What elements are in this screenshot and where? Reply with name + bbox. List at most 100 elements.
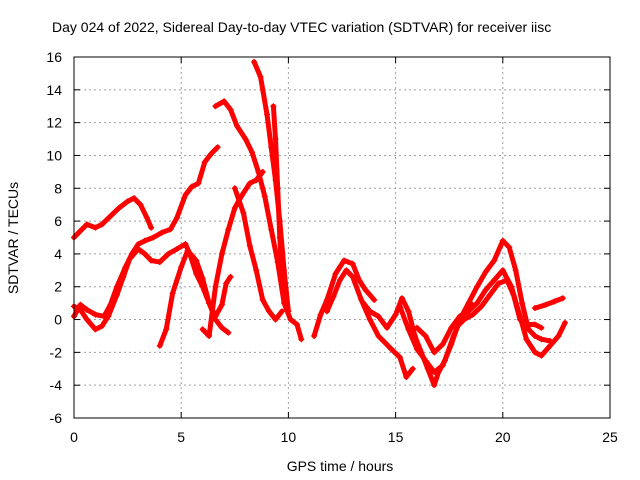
series-4-point <box>178 264 185 271</box>
series-11-point <box>396 354 403 361</box>
plot-frame <box>73 56 611 419</box>
series-5-point <box>212 283 219 290</box>
series-10-point <box>341 257 348 264</box>
series-15-point <box>504 277 511 284</box>
series-16-point <box>551 298 558 305</box>
series-10-point <box>362 287 369 294</box>
series-5-point <box>218 250 225 257</box>
series-10-point <box>356 277 363 284</box>
y-tick-label: 0 <box>54 312 62 328</box>
series-14-point <box>499 267 506 274</box>
series-11-point <box>388 346 395 353</box>
series-4-point <box>163 326 170 333</box>
series-2-point <box>141 250 148 257</box>
series-10-point <box>317 311 324 318</box>
series-12-point <box>399 295 406 302</box>
series-6-point <box>221 98 228 105</box>
y-tick-label: 14 <box>46 82 62 98</box>
series-9-trace <box>232 185 285 322</box>
tick-layer: 0 5 10 15 20 25 -6 -4 -2 0 2 4 6 8 10 12 14 16 <box>46 49 618 445</box>
series-11-point <box>336 277 343 284</box>
series-14-point <box>538 352 545 359</box>
series-4-point <box>199 275 206 282</box>
series-1-point <box>92 224 99 231</box>
series-12-point <box>360 300 367 307</box>
series-11-point <box>349 273 356 280</box>
series-8-point <box>274 185 281 192</box>
series-11-point <box>366 316 373 323</box>
series-10-point <box>323 296 330 303</box>
series-5-point <box>199 326 206 333</box>
series-13-point <box>525 326 532 333</box>
series-7-point <box>263 111 270 118</box>
series-14-point <box>439 341 446 348</box>
series-3-point <box>122 264 129 271</box>
series-14-point <box>465 308 472 315</box>
series-3-point <box>128 250 135 257</box>
series-13-point <box>512 267 519 274</box>
series-3-point <box>77 301 84 308</box>
series-8-point <box>281 291 288 298</box>
series-8-point <box>276 234 283 241</box>
series-15-point <box>478 303 485 310</box>
y-tick-label: -4 <box>50 377 63 393</box>
y-tick-label: 4 <box>54 246 62 262</box>
series-13-point <box>519 300 526 307</box>
series-9-point <box>240 209 247 216</box>
x-tick-label: 15 <box>388 429 404 445</box>
series-9-point <box>246 242 253 249</box>
series-1-trace <box>71 195 154 240</box>
series-10-point <box>371 296 378 303</box>
series-2-point <box>182 241 189 248</box>
series-15-point <box>531 321 538 328</box>
series-7-point <box>285 308 292 315</box>
series-5-point <box>246 180 253 187</box>
x-tick-label: 25 <box>602 429 618 445</box>
x-axis-label: GPS time / hours <box>287 458 394 474</box>
series-3-point <box>101 313 108 320</box>
y-tick-label: 12 <box>46 115 62 131</box>
series-13-point <box>405 326 412 333</box>
series-5-point <box>206 332 213 339</box>
series-14-point <box>431 349 438 356</box>
series-2-point <box>225 329 232 336</box>
series-9-point <box>253 267 260 274</box>
series-layer <box>71 58 568 389</box>
series-16-point <box>531 305 538 312</box>
series-3-point <box>214 144 221 151</box>
series-13-point <box>491 257 498 264</box>
series-3-point <box>201 159 208 166</box>
series-15-point <box>510 291 517 298</box>
y-tick-label: -6 <box>50 410 63 426</box>
series-3-point <box>83 306 90 313</box>
series-13-point <box>465 300 472 307</box>
series-6-point <box>248 149 255 156</box>
series-5-point <box>231 204 238 211</box>
series-3-point <box>113 283 120 290</box>
series-3-point <box>158 229 165 236</box>
series-6-point <box>233 122 240 129</box>
series-5-point <box>225 226 232 233</box>
series-14-point <box>531 349 538 356</box>
series-14-point <box>414 324 421 331</box>
series-13-point <box>414 346 421 353</box>
series-3-point <box>167 226 174 233</box>
series-3-trace <box>71 144 221 319</box>
series-7-point <box>268 144 275 151</box>
series-15-point <box>516 316 523 323</box>
series-13-point <box>396 303 403 310</box>
series-13-point <box>431 369 438 376</box>
series-12-point <box>405 308 412 315</box>
series-15-point <box>486 291 493 298</box>
series-1-point <box>98 221 105 228</box>
series-6-point <box>212 103 219 110</box>
series-10-point <box>332 270 339 277</box>
series-6-point <box>287 316 294 323</box>
series-16-trace <box>532 295 566 311</box>
series-1-point <box>124 198 131 205</box>
series-4-point <box>227 273 234 280</box>
chart-title: Day 024 of 2022, Sidereal Day-to-day VTE… <box>52 19 551 35</box>
series-4-point <box>169 290 176 297</box>
series-2-point <box>156 259 163 266</box>
series-2-point <box>98 323 105 330</box>
